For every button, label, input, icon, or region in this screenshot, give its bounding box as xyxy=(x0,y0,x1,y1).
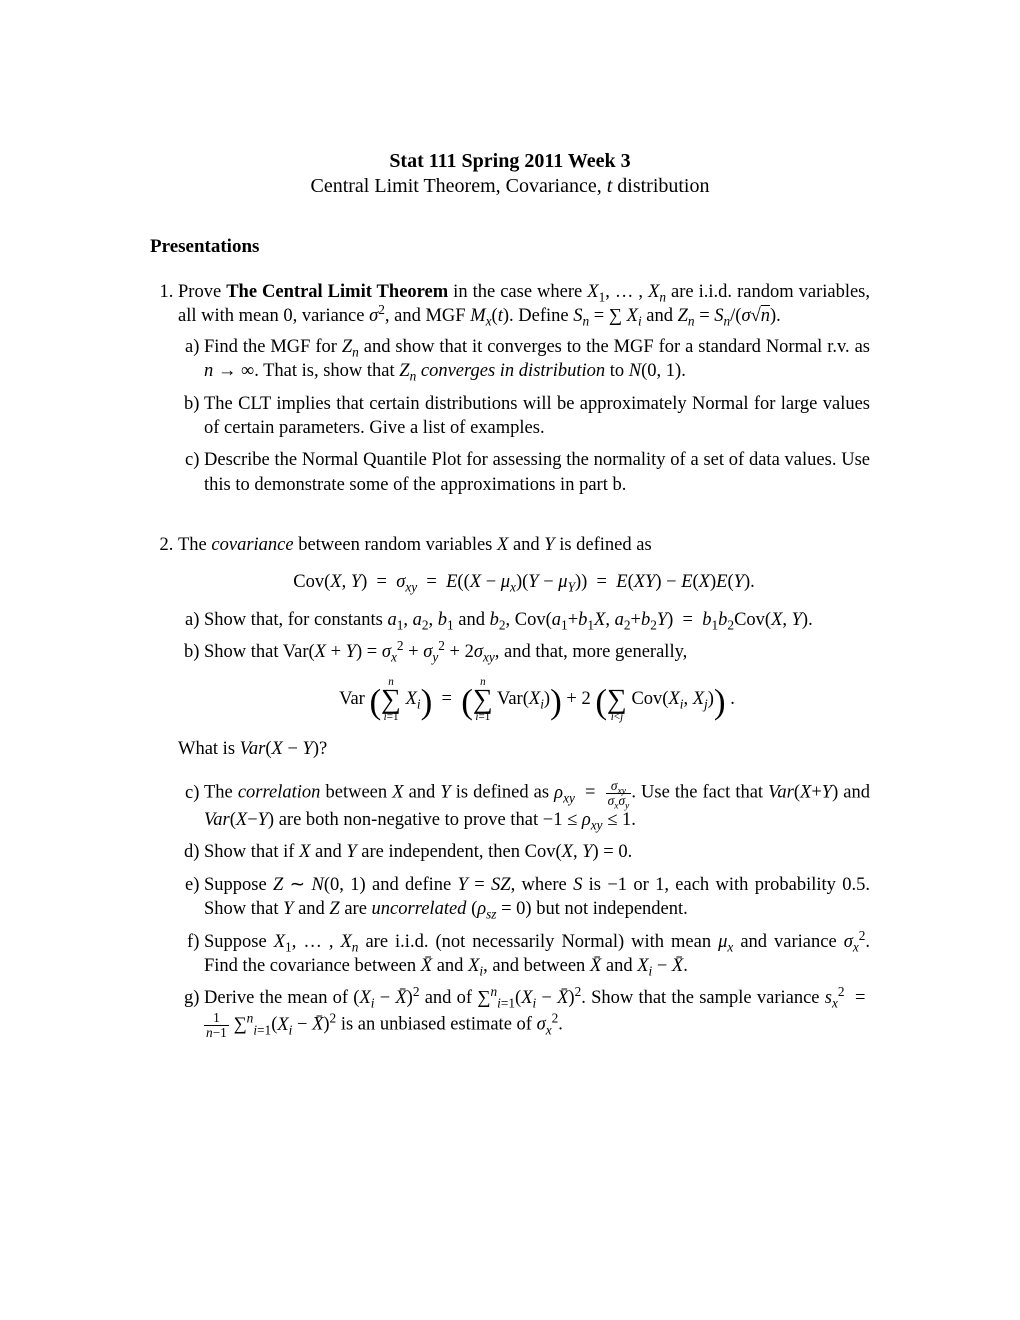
problem-2a: Show that, for constants a1, a2, b1 and … xyxy=(204,608,870,632)
problem-2f: Suppose X1, … , Xn are i.i.d. (not neces… xyxy=(204,930,870,979)
problem-2e: Suppose Z ∼ N(0, 1) and define Y = SZ, w… xyxy=(204,873,870,922)
problem-1: Prove The Central Limit Theorem in the c… xyxy=(178,280,870,497)
problem-2b: Show that Var(X + Y) = σx2 + σy2 + 2σxy,… xyxy=(204,640,870,722)
document-page: Stat 111 Spring 2011 Week 3 Central Limi… xyxy=(0,0,1020,1320)
document-subtitle: Central Limit Theorem, Covariance, t dis… xyxy=(150,175,870,198)
problem-1-intro: Prove The Central Limit Theorem in the c… xyxy=(178,282,870,326)
problem-2b-followup: What is Var(X − Y)? xyxy=(178,737,870,761)
problem-2-subparts-cont: The correlation between X and Y is defin… xyxy=(178,779,870,1040)
section-heading: Presentations xyxy=(150,236,870,258)
problem-2g: Derive the mean of (Xi − X̄)2 and of ∑ni… xyxy=(204,986,870,1039)
problem-1b: The CLT implies that certain distributio… xyxy=(204,392,870,441)
problem-2-subparts: Show that, for constants a1, a2, b1 and … xyxy=(178,608,870,723)
problem-1a: Find the MGF for Zn and show that it con… xyxy=(204,335,870,384)
problem-list: Prove The Central Limit Theorem in the c… xyxy=(150,280,870,1040)
problem-1c: Describe the Normal Quantile Plot for as… xyxy=(204,448,870,497)
problem-2b-text: Show that Var(X + Y) = σx2 + σy2 + 2σxy,… xyxy=(204,642,687,662)
problem-2-eq1: Cov(X, Y) = σxy = E((X − μx)(Y − μY)) = … xyxy=(178,570,870,594)
document-title: Stat 111 Spring 2011 Week 3 xyxy=(150,150,870,173)
problem-2d: Show that if X and Y are independent, th… xyxy=(204,840,870,864)
problem-2-intro: The covariance between random variables … xyxy=(178,535,652,555)
problem-2c: The correlation between X and Y is defin… xyxy=(204,779,870,832)
problem-2: The covariance between random variables … xyxy=(178,533,870,1040)
problem-2-eq2: Var (n∑i=1 Xi) = (n∑i=1 Var(Xi)) + 2 ( ∑… xyxy=(204,677,870,723)
problem-1-subparts: Find the MGF for Zn and show that it con… xyxy=(178,335,870,497)
